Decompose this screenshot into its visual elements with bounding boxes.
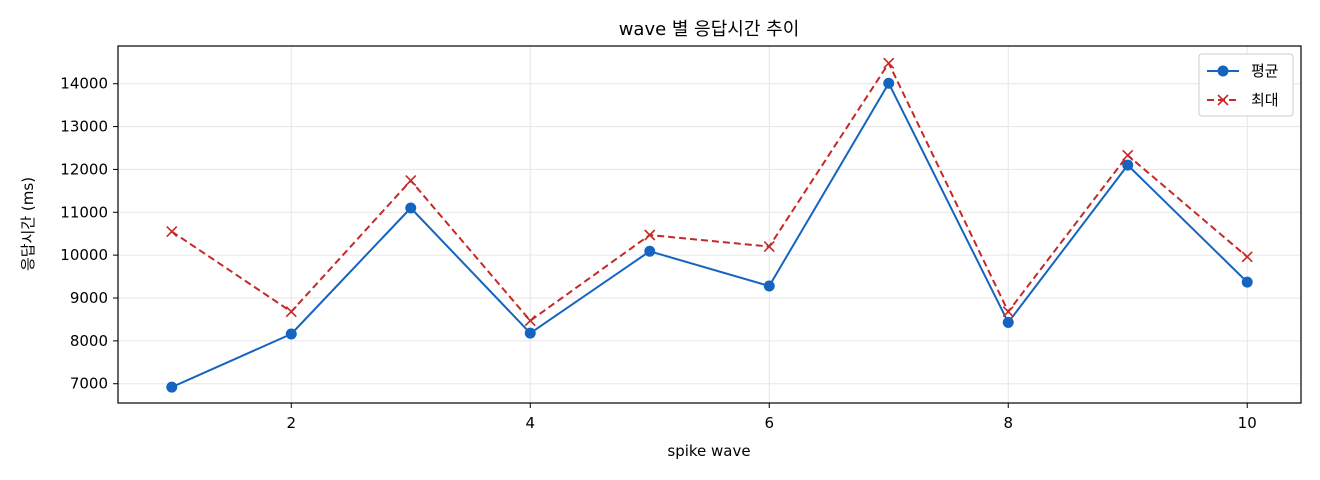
legend-marker [1217, 65, 1229, 77]
series-layer [166, 57, 1253, 393]
data-point [1122, 149, 1134, 161]
y-axis-label: 응답시간 (ms) [19, 177, 37, 271]
data-point [1122, 159, 1134, 171]
legend-item: 최대 [1207, 91, 1279, 109]
data-point [524, 315, 536, 327]
legend-label: 평균 [1251, 62, 1279, 80]
data-point [405, 175, 417, 187]
data-point [763, 241, 775, 253]
x-axis-label: spike wave [667, 442, 750, 460]
y-tick-label: 14000 [60, 75, 108, 93]
y-tick-label: 9000 [70, 289, 108, 307]
x-axis-ticks: 2 4 6 8 10 [286, 403, 1257, 432]
data-point [1002, 306, 1014, 318]
y-tick-label: 8000 [70, 332, 108, 350]
data-point [763, 280, 775, 292]
y-tick-label: 7000 [70, 375, 108, 393]
x-tick-label: 6 [764, 414, 774, 432]
data-point [1241, 276, 1253, 288]
data-point [285, 306, 297, 318]
legend-box [1198, 53, 1294, 117]
data-point [1241, 251, 1253, 263]
y-axis-ticks: 7000 8000 9000 10000 11000 12000 13000 14000 [60, 75, 118, 393]
x-tick-label: 2 [286, 414, 296, 432]
y-tick-label: 12000 [60, 160, 108, 178]
legend-item: 평균 [1207, 62, 1279, 80]
data-point [166, 226, 178, 238]
plot-frame [117, 45, 1302, 404]
data-point [883, 77, 895, 89]
legend-label: 최대 [1251, 91, 1279, 109]
x-tick-label: 4 [525, 414, 535, 432]
data-point [644, 245, 656, 257]
legend-marker [1217, 94, 1229, 106]
y-tick-label: 11000 [60, 203, 108, 221]
series-2 [166, 57, 1253, 327]
data-point [285, 328, 297, 340]
y-tick-label: 13000 [60, 118, 108, 136]
chart-title: wave 별 응답시간 추이 [619, 19, 800, 40]
x-tick-label: 8 [1003, 414, 1013, 432]
data-point [524, 327, 536, 339]
data-point [405, 202, 417, 214]
grid-lines [118, 46, 1301, 403]
data-point [1002, 316, 1014, 328]
data-point [883, 57, 895, 69]
data-point [644, 229, 656, 241]
series-line [171, 62, 1248, 322]
data-point [166, 381, 178, 393]
series-1 [166, 77, 1253, 393]
x-tick-label: 10 [1238, 414, 1257, 432]
y-tick-label: 10000 [60, 246, 108, 264]
series-line [171, 82, 1248, 389]
